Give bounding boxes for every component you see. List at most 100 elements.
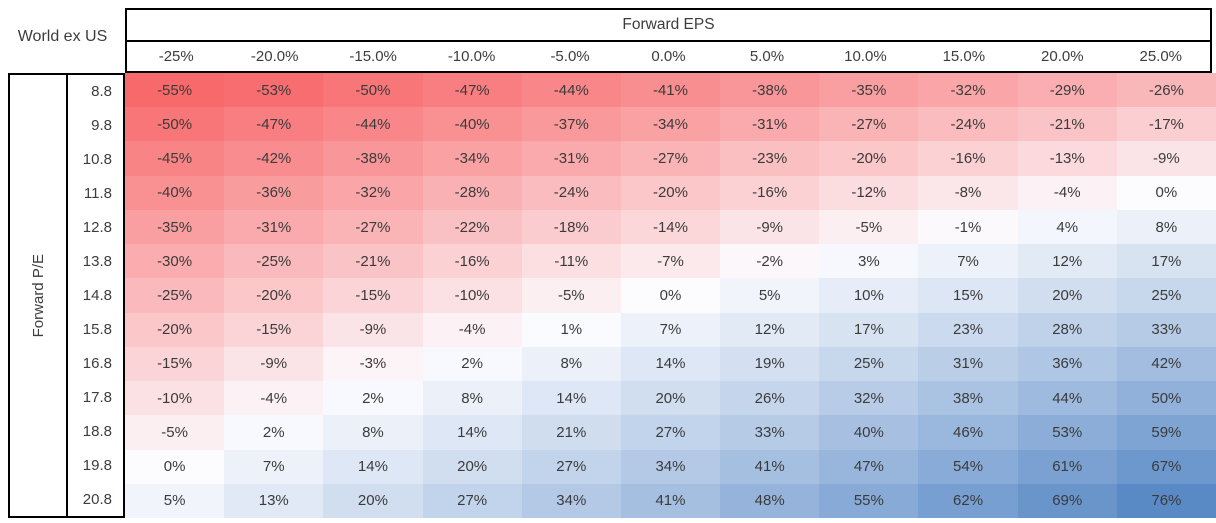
heatmap-cell: -14%	[620, 209, 721, 245]
column-label: 0.0%	[651, 48, 686, 65]
heatmap-cell: 38%	[918, 381, 1018, 416]
row-group-title: Forward P/E	[29, 253, 47, 338]
heatmap-cell: -34%	[422, 141, 522, 176]
heatmap-cell: -9%	[720, 209, 820, 245]
heatmap-cell: -9%	[224, 346, 324, 382]
heatmap-cell: -47%	[422, 73, 522, 108]
heatmap-cell: -40%	[422, 107, 522, 142]
heatmap-cell: -15%	[125, 346, 225, 382]
heatmap-cell: 0%	[125, 449, 225, 484]
heatmap-cell: -53%	[224, 73, 324, 108]
heatmap-cell: -29%	[1017, 73, 1117, 108]
heatmap-cell: 7%	[620, 312, 721, 347]
heatmap-cell: 5%	[125, 483, 225, 518]
row-label: 13.8	[82, 253, 112, 271]
heatmap-cell: 8%	[323, 415, 423, 450]
row-label: 12.8	[82, 219, 112, 237]
heatmap-cell: 34%	[521, 483, 621, 518]
heatmap-cell: 7%	[224, 449, 324, 484]
heatmap-cell: -24%	[521, 175, 621, 210]
heatmap-cell: 44%	[1017, 381, 1117, 416]
heatmap-cell: 25%	[819, 346, 919, 382]
heatmap-cell: 69%	[1017, 483, 1117, 518]
heatmap-cell: 0%	[620, 278, 721, 313]
heatmap-cell: -27%	[620, 141, 721, 176]
heatmap-cell: -12%	[819, 175, 919, 210]
heatmap-cell: -16%	[720, 175, 820, 210]
heatmap-cell: 14%	[620, 346, 721, 382]
heatmap-cell: 32%	[819, 381, 919, 416]
heatmap-cell: -9%	[323, 312, 423, 347]
heatmap-cell: -15%	[323, 278, 423, 313]
column-label: -15.0%	[349, 48, 397, 65]
row-label: 18.8	[82, 422, 112, 440]
heatmap-cell: -37%	[521, 107, 621, 142]
heatmap-cell: -21%	[1017, 107, 1117, 142]
heatmap-cell: 41%	[620, 483, 721, 518]
heatmap-cell: 7%	[918, 244, 1018, 279]
heatmap-cell: -41%	[620, 73, 721, 108]
heatmap-cell: 17%	[1116, 244, 1216, 279]
row-label: 9.8	[91, 117, 112, 135]
heatmap-cell: 14%	[422, 415, 522, 450]
heatmap-cell: -10%	[125, 381, 225, 416]
heatmap-cell: 20%	[620, 381, 721, 416]
row-label: 16.8	[82, 354, 112, 372]
heatmap-cell: -44%	[323, 107, 423, 142]
heatmap-cell: -4%	[422, 312, 522, 347]
heatmap-cell: -5%	[521, 278, 621, 313]
column-label: -5.0%	[550, 48, 590, 65]
heatmap-cell: 12%	[1017, 244, 1117, 279]
heatmap-cell: 42%	[1116, 346, 1216, 382]
row-label: 14.8	[82, 286, 112, 304]
heatmap-cell: -55%	[125, 73, 225, 108]
heatmap-cell: -44%	[521, 73, 621, 108]
heatmap-cell: 23%	[918, 312, 1018, 347]
heatmap-cell: 4%	[1017, 209, 1117, 245]
heatmap-cell: 27%	[422, 483, 522, 518]
heatmap-cell: 2%	[323, 381, 423, 416]
column-label: -20.0%	[250, 48, 299, 65]
heatmap-cell: -25%	[224, 244, 324, 279]
column-labels-row: -25% -20.0% -15.0% -10.0% -5.0% 0.0% 5.0% 10.0%…	[127, 42, 1210, 71]
heatmap-cell: -18%	[521, 209, 621, 245]
heatmap-cell: 40%	[819, 415, 919, 450]
pe-header-box: Forward P/E 8.8 9.8 10.8 11.8 12.8 13.8 14.8 15…	[8, 73, 125, 518]
column-group-title: Forward EPS	[127, 10, 1210, 42]
heatmap-cell: -28%	[422, 175, 522, 210]
heatmap-cell: 8%	[521, 346, 621, 382]
heatmap-cell: 61%	[1017, 449, 1117, 484]
heatmap-cell: 20%	[1017, 278, 1117, 313]
heatmap-cell: 33%	[1116, 312, 1216, 347]
heatmap-cell: -20%	[620, 175, 721, 210]
column-label: 15.0%	[942, 48, 986, 65]
heatmap-cell: -16%	[918, 141, 1018, 176]
heatmap-cell: -35%	[125, 209, 225, 245]
heatmap-cell: 8%	[1116, 209, 1216, 245]
heatmap-cell: 1%	[521, 312, 621, 347]
heatmap-cell: 13%	[224, 483, 324, 518]
heatmap-cell: -47%	[224, 107, 324, 142]
heatmap-cell: -32%	[323, 175, 423, 210]
heatmap-cell: 12%	[720, 312, 820, 347]
heatmap-cell: -24%	[918, 107, 1018, 142]
heatmap-cell: -25%	[125, 278, 225, 313]
heatmap-cell: 47%	[819, 449, 919, 484]
column-label: 20.0%	[1041, 48, 1084, 65]
row-label: 10.8	[82, 151, 112, 169]
heatmap-cell: 50%	[1116, 381, 1216, 416]
heatmap-cell: 2%	[224, 415, 324, 450]
heatmap-cell: -31%	[720, 107, 820, 142]
heatmap-cell: 59%	[1116, 415, 1216, 450]
heatmap-cell: -50%	[323, 73, 423, 108]
heatmap-cell: 0%	[1116, 175, 1216, 210]
heatmap-cell: -31%	[224, 209, 324, 245]
row-label: 17.8	[82, 388, 112, 406]
heatmap-cell: 14%	[521, 381, 621, 416]
heatmap-cell: -23%	[720, 141, 820, 176]
heatmap-cell: 2%	[422, 346, 522, 382]
heatmap-cell: -40%	[125, 175, 225, 210]
heatmap-cell: 55%	[819, 483, 919, 518]
heatmap-cell: 54%	[918, 449, 1018, 484]
